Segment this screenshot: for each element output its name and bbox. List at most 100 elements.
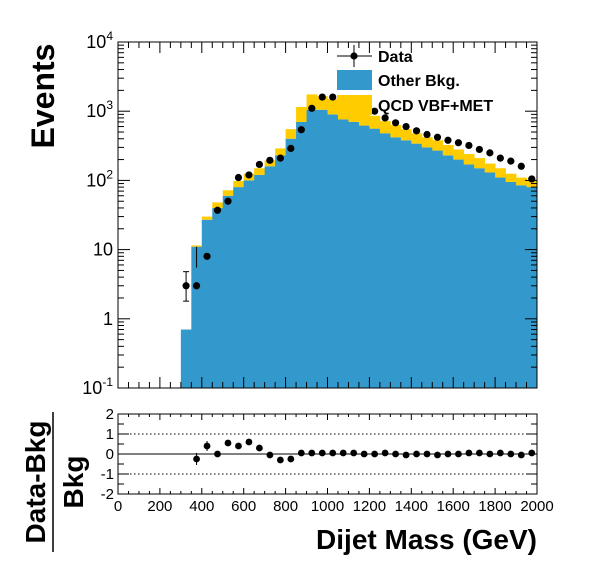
other-bkg-bar (411, 143, 423, 388)
data-point (192, 282, 201, 290)
qcd-vbf-met-bar (254, 168, 266, 175)
other-bkg-bar (421, 147, 433, 388)
legend: Data Other Bkg. QCD VBF+MET (337, 45, 493, 115)
stacked-histogram (180, 94, 538, 389)
x-tick-label: 800 (273, 498, 298, 515)
other-bkg-bar (254, 174, 266, 388)
ratio-point (392, 450, 399, 458)
data-point (329, 93, 337, 101)
other-bkg-bar (516, 185, 527, 388)
ratio-y-title-numerator: Data-Bkg (20, 421, 51, 544)
other-bkg-bar (285, 138, 297, 388)
ratio-point (413, 450, 420, 458)
other-bkg-bar (495, 177, 506, 388)
ratio-x-ticks (117, 414, 538, 494)
other-bkg-bar (212, 207, 224, 388)
qcd-vbf-met-bar (201, 216, 213, 220)
data-point (245, 171, 253, 179)
x-tick-label: 2000 (520, 498, 553, 515)
data-point (203, 252, 211, 260)
x-axis-title: Dijet Mass (GeV) (316, 524, 537, 555)
other-bkg-bar (505, 181, 517, 388)
ratio-point (318, 449, 326, 457)
x-tick-label: 0 (114, 498, 122, 515)
qcd-vbf-met-bar (191, 245, 203, 247)
qcd-vbf-met-bar (306, 94, 318, 110)
ratio-point (193, 455, 200, 463)
legend-label-data: Data (378, 49, 413, 66)
other-bkg-bar (222, 195, 234, 388)
x-tick-label: 400 (189, 498, 214, 515)
qcd-vbf-met-bar (516, 177, 527, 186)
data-point (234, 173, 243, 182)
qcd-vbf-met-bar (379, 121, 391, 134)
ratio-point (308, 449, 316, 457)
ratio-point (455, 450, 462, 458)
y-tick-label: 102 (86, 167, 113, 190)
data-point (255, 160, 264, 169)
other-bkg-bar (400, 140, 412, 388)
data-point (182, 282, 190, 290)
qcd-vbf-met-bar (317, 96, 328, 110)
qcd-vbf-met-bar (432, 140, 444, 151)
qcd-vbf-met-bar (327, 99, 339, 115)
data-point (297, 126, 305, 134)
x-tick-label: 1000 (311, 498, 344, 515)
qcd-vbf-met-bar (442, 144, 454, 156)
other-bkg-bar (379, 133, 391, 388)
qcd-vbf-met-bar (285, 129, 297, 139)
ratio-point (465, 449, 473, 457)
qcd-vbf-met-bar (390, 125, 402, 138)
legend-label-qcd: QCD VBF+MET (378, 98, 493, 115)
qcd-vbf-met-bar (484, 163, 496, 173)
other-bkg-bar (390, 137, 402, 388)
data-point (528, 175, 536, 183)
x-tick-label: 1400 (395, 498, 428, 515)
qcd-vbf-met-bar (369, 115, 381, 129)
data-point (391, 119, 400, 127)
y-tick-label: 10-1 (82, 375, 113, 398)
other-bkg-bar (296, 121, 307, 388)
ratio-y-tick-label: 2 (106, 406, 114, 423)
data-point (308, 104, 316, 112)
y-tick-label: 104 (86, 29, 113, 52)
main-y-axis-title: Events (25, 44, 61, 149)
legend-data-marker (350, 52, 358, 60)
qcd-vbf-met-bar (275, 148, 286, 156)
other-bkg-bar (358, 125, 370, 388)
other-bkg-bar (264, 166, 276, 388)
ratio-point (528, 449, 536, 457)
data-point (381, 114, 389, 122)
y-tick-label: 103 (86, 98, 113, 121)
ratio-point (266, 451, 274, 459)
other-bkg-bar (442, 155, 454, 388)
ratio-y-title-denominator: Bkg (58, 456, 89, 509)
ratio-point (203, 442, 211, 450)
data-point (224, 197, 232, 205)
ratio-point (350, 449, 358, 457)
ratio-point (402, 451, 410, 459)
ratio-point (339, 449, 347, 457)
data-point (287, 144, 295, 153)
data-point (412, 127, 421, 135)
data-point (423, 130, 431, 139)
qcd-vbf-met-bar (222, 190, 234, 196)
ratio-y-tick-label: 0 (106, 446, 114, 463)
data-point (402, 122, 410, 131)
ratio-y-tick-label: -1 (101, 466, 114, 483)
ratio-point (297, 449, 305, 457)
legend-label-other-bkg: Other Bkg. (378, 73, 460, 90)
x-tick-label: 1800 (478, 498, 511, 515)
data-point (213, 206, 222, 214)
qcd-vbf-met-bar (411, 133, 423, 144)
main-x-ticks (117, 42, 538, 388)
ratio-point (475, 449, 483, 457)
qcd-vbf-met-bar (296, 106, 307, 122)
data-point (371, 107, 379, 115)
other-bkg-bar (201, 219, 213, 388)
other-bkg-bar (348, 121, 360, 388)
other-bkg-bar (243, 180, 255, 388)
ratio-point (235, 442, 242, 450)
other-bkg-bar (474, 168, 486, 388)
ratio-point (423, 450, 431, 458)
